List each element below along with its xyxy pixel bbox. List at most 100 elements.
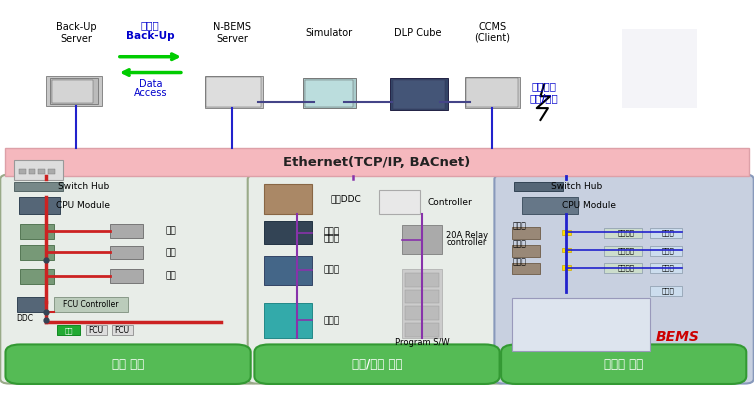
Bar: [464, 77, 520, 108]
Text: FCU: FCU: [88, 326, 104, 335]
Bar: [562, 230, 571, 234]
Bar: [651, 246, 682, 256]
Text: 공조: 공조: [165, 226, 176, 235]
FancyBboxPatch shape: [501, 344, 746, 384]
Bar: [651, 263, 682, 273]
Bar: [46, 76, 102, 106]
Text: 전력량계: 전력량계: [618, 265, 634, 271]
Bar: [405, 323, 439, 337]
Bar: [264, 221, 312, 244]
Text: Program S/W: Program S/W: [395, 338, 449, 347]
Bar: [604, 228, 642, 238]
Bar: [402, 225, 443, 254]
Text: 인버터: 인버터: [512, 239, 526, 248]
Bar: [264, 302, 312, 338]
Text: Controller: Controller: [428, 198, 472, 207]
Bar: [651, 286, 682, 296]
Bar: [204, 76, 262, 108]
Bar: [402, 269, 443, 338]
Bar: [264, 256, 312, 285]
Bar: [604, 263, 642, 273]
Bar: [512, 245, 541, 257]
Bar: [405, 273, 439, 287]
Bar: [14, 182, 63, 191]
Text: Server: Server: [216, 34, 248, 44]
Text: 샌비 제어: 샌비 제어: [112, 358, 144, 371]
Text: 메디기: 메디기: [323, 234, 339, 243]
FancyBboxPatch shape: [495, 174, 754, 384]
Bar: [651, 228, 682, 238]
Text: 인버터: 인버터: [512, 257, 526, 266]
Bar: [622, 29, 697, 108]
Bar: [109, 224, 143, 238]
Text: (Client): (Client): [474, 33, 510, 43]
Text: 유량계: 유량계: [662, 287, 675, 294]
Bar: [562, 265, 571, 270]
Bar: [20, 269, 54, 284]
Bar: [5, 148, 749, 176]
Text: 에너지 제어: 에너지 제어: [604, 358, 643, 371]
Text: FCU Controller: FCU Controller: [63, 300, 118, 308]
Bar: [14, 160, 63, 180]
Bar: [405, 306, 439, 320]
Text: Server: Server: [60, 34, 92, 44]
Text: 전력량계: 전력량계: [618, 229, 634, 236]
Bar: [109, 269, 143, 283]
Text: Ethernet(TCP/IP, BACnet): Ethernet(TCP/IP, BACnet): [284, 156, 470, 169]
Text: CPU Module: CPU Module: [562, 201, 616, 210]
Text: CCMS: CCMS: [478, 22, 506, 32]
Bar: [57, 325, 80, 336]
Bar: [38, 170, 44, 174]
Bar: [20, 224, 54, 238]
Text: 전력/조명 제어: 전력/조명 제어: [352, 358, 402, 371]
Text: Switch Hub: Switch Hub: [58, 182, 109, 191]
Bar: [29, 170, 35, 174]
Text: 실시간: 실시간: [141, 20, 160, 30]
FancyBboxPatch shape: [248, 174, 507, 384]
Text: Simulator: Simulator: [305, 28, 352, 38]
Text: Back-Up: Back-Up: [56, 22, 97, 32]
Text: controller: controller: [446, 238, 486, 247]
Text: 위생: 위생: [165, 271, 176, 281]
Text: BEMS: BEMS: [656, 330, 700, 343]
Text: Data: Data: [139, 79, 162, 90]
Bar: [604, 246, 642, 256]
Text: 열원: 열원: [165, 248, 176, 257]
Bar: [19, 170, 26, 174]
Bar: [48, 170, 54, 174]
Bar: [19, 197, 60, 214]
Bar: [112, 325, 133, 336]
Bar: [514, 182, 562, 191]
Bar: [562, 248, 571, 252]
Text: 인버터: 인버터: [512, 221, 526, 230]
FancyBboxPatch shape: [5, 344, 250, 384]
Text: 유량계: 유량계: [662, 265, 675, 271]
FancyBboxPatch shape: [0, 174, 259, 384]
Text: CPU Module: CPU Module: [57, 201, 111, 210]
Text: 기계설비: 기계설비: [532, 81, 556, 92]
Bar: [264, 184, 312, 214]
Text: 전력DDC: 전력DDC: [331, 195, 362, 203]
Bar: [302, 78, 356, 108]
Text: 디지털: 디지털: [323, 227, 339, 236]
Text: 전력/조명: 전력/조명: [530, 93, 559, 103]
Text: Switch Hub: Switch Hub: [550, 182, 602, 191]
Text: 차단기: 차단기: [323, 265, 339, 275]
Bar: [86, 325, 106, 336]
FancyBboxPatch shape: [254, 344, 500, 384]
Bar: [52, 80, 93, 103]
Text: DLP Cube: DLP Cube: [394, 28, 442, 38]
Bar: [54, 297, 128, 312]
Bar: [512, 298, 650, 351]
Bar: [305, 80, 353, 107]
Text: FCU: FCU: [115, 326, 130, 335]
Text: 관제: 관제: [64, 327, 73, 334]
Bar: [512, 263, 541, 275]
Bar: [109, 246, 143, 259]
Bar: [405, 289, 439, 303]
Bar: [379, 190, 420, 214]
Text: 유량계: 유량계: [662, 247, 675, 254]
Text: Back-Up: Back-Up: [126, 31, 175, 41]
Text: Access: Access: [133, 88, 167, 98]
Bar: [17, 297, 44, 312]
